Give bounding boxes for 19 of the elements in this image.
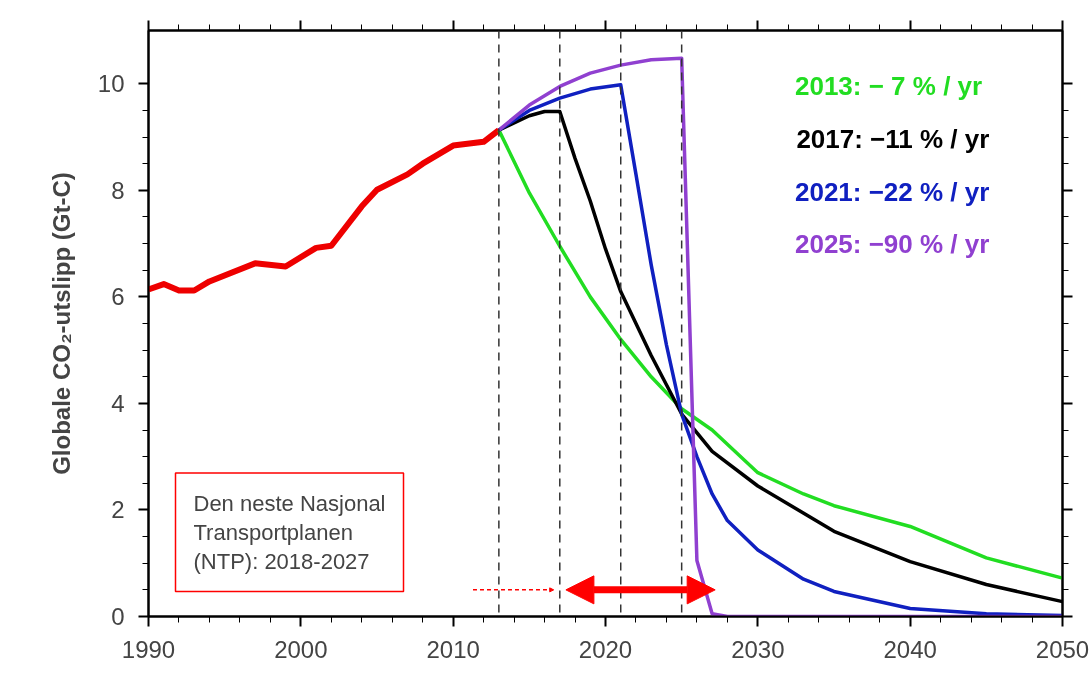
y-tick-label: 2 xyxy=(111,496,125,524)
annotation: Den neste Nasjonal Transportplanen (NTP): 2018-2027 xyxy=(193,491,386,574)
text: 2013: − 7 % / yr xyxy=(794,71,983,102)
y-tick-label: 10 xyxy=(97,70,125,98)
x-tick-label: 2030 xyxy=(731,635,785,663)
x-tick-label: 2040 xyxy=(883,635,937,663)
x-tick-label: 2000 xyxy=(274,635,328,663)
text: 2017: −11 % / yr xyxy=(796,123,990,154)
x-tick-label: 2010 xyxy=(426,635,480,663)
x-tick-label: 2050 xyxy=(1035,635,1090,663)
text: 2021: −22 % / yr xyxy=(794,176,990,207)
text: 2025: −90 % / yr xyxy=(794,229,990,260)
y-axis-title: Globale CO₂-utslipp (Gt-C) xyxy=(47,172,75,475)
y-tick-label: 0 xyxy=(111,603,125,630)
x-tick-label: 1990 xyxy=(121,635,176,663)
y-tick-label: 8 xyxy=(111,176,125,204)
y-tick-label: 4 xyxy=(111,389,125,417)
y-tick-label: 6 xyxy=(111,283,125,311)
x-tick-label: 2020 xyxy=(578,635,633,663)
